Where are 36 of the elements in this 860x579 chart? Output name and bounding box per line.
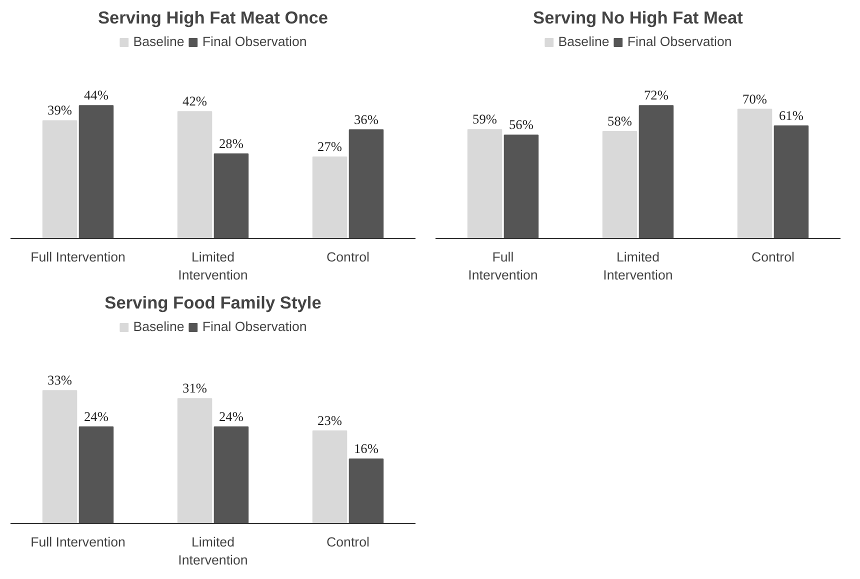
x-tick-label: Control — [326, 250, 370, 264]
data-label: 36% — [354, 112, 378, 127]
x-tick-label: Limited Intervention — [178, 534, 248, 568]
data-label: 24% — [84, 408, 108, 424]
legend-label: Baseline — [133, 319, 184, 334]
data-label: 58% — [608, 113, 632, 128]
data-label: 28% — [219, 136, 244, 151]
legend-label: Baseline — [133, 34, 184, 49]
x-tick-label: Control — [326, 534, 370, 550]
data-label: 33% — [48, 372, 72, 388]
legend-label: Final Observation — [627, 34, 732, 49]
data-label: 23% — [318, 412, 342, 428]
legend-label: Final Observation — [202, 319, 307, 334]
data-label: 27% — [318, 138, 342, 154]
data-label: 16% — [354, 441, 378, 456]
data-label: 31% — [182, 380, 207, 396]
data-label: 39% — [48, 102, 72, 118]
data-label: 44% — [84, 88, 108, 103]
x-tick-label: Control — [752, 250, 795, 264]
chart-title: Serving No High Fat Meat — [533, 8, 744, 28]
data-label: 56% — [509, 117, 534, 132]
data-label: 42% — [182, 94, 207, 109]
legend-label: Baseline — [558, 34, 610, 49]
data-label: 59% — [472, 112, 497, 127]
x-tick-label: Limited Intervention — [603, 250, 673, 282]
x-tick-label: Full Intervention — [30, 534, 126, 550]
data-label: 72% — [644, 88, 668, 103]
data-label: 70% — [742, 91, 767, 106]
chart-title: Serving Food Family Style — [104, 292, 322, 312]
data-label: 61% — [779, 108, 804, 123]
chart-title: Serving High Fat Meat Once — [98, 8, 328, 28]
x-tick-label: Full Intervention — [30, 250, 126, 264]
x-tick-label: Limited Intervention — [178, 250, 248, 282]
data-label: 24% — [219, 408, 244, 424]
legend-label: Final Observation — [202, 34, 307, 49]
x-tick-label: Full Intervention — [468, 250, 538, 282]
